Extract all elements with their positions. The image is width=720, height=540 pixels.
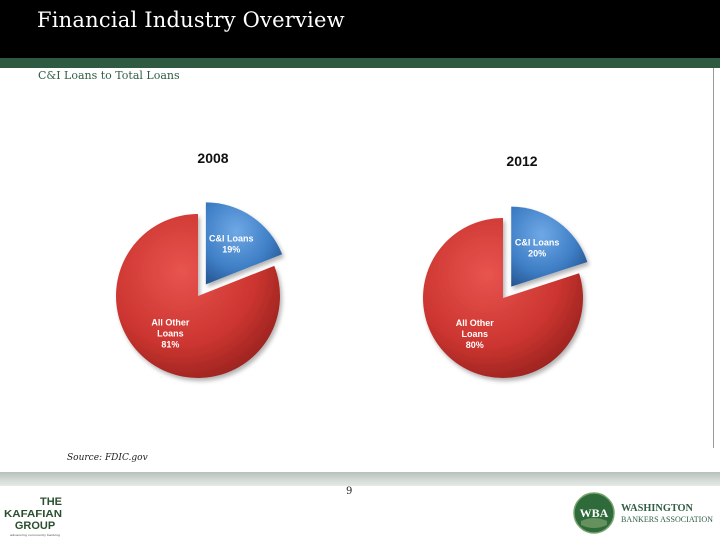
pie-title-2012: 2012	[506, 153, 537, 169]
wba-name-line2: BANKERS ASSOCIATION	[621, 515, 713, 524]
pie-slice-2012-all-other-loans	[423, 218, 583, 379]
source-note: Source: FDIC.gov	[67, 453, 148, 463]
logo-word-the: THE	[40, 496, 62, 508]
wba-mark: WBA	[580, 506, 609, 520]
wba-name-line1: WASHINGTON	[621, 503, 694, 514]
logo-word-group: GROUP	[15, 520, 55, 532]
pie-label-2008-c-i-loans: C&I Loans 19%	[209, 234, 254, 255]
right-divider	[713, 68, 714, 448]
pie-label-2012-all-other-loans: All Other Loans 80%	[456, 318, 495, 350]
title-accent-rule	[0, 58, 720, 68]
kafafian-group-logo: THE KAFAFIAN GROUP advancing community b…	[4, 496, 62, 537]
pie-label-2008-all-other-loans: All Other Loans 81%	[151, 318, 190, 350]
pie-slice-2008-c-i-loans	[205, 202, 283, 285]
pie-slice-2012-c-i-loans	[511, 206, 588, 287]
pie-title-2008: 2008	[197, 150, 228, 166]
pie-slice-2008-all-other-loans	[116, 213, 281, 378]
page-subtitle: C&I Loans to Total Loans	[38, 69, 180, 82]
title-bar: Financial Industry Overview	[0, 0, 720, 58]
logo-word-kafafian: KAFAFIAN	[4, 509, 62, 520]
washington-bankers-association-logo: WBA WASHINGTON BANKERS ASSOCIATION	[573, 492, 713, 534]
page-number: 9	[346, 486, 353, 497]
page-title: Financial Industry Overview	[37, 8, 345, 32]
footer-band	[0, 472, 720, 486]
pie-label-2012-c-i-loans: C&I Loans 20%	[515, 238, 560, 259]
logo-tagline: advancing community banking	[10, 533, 60, 537]
